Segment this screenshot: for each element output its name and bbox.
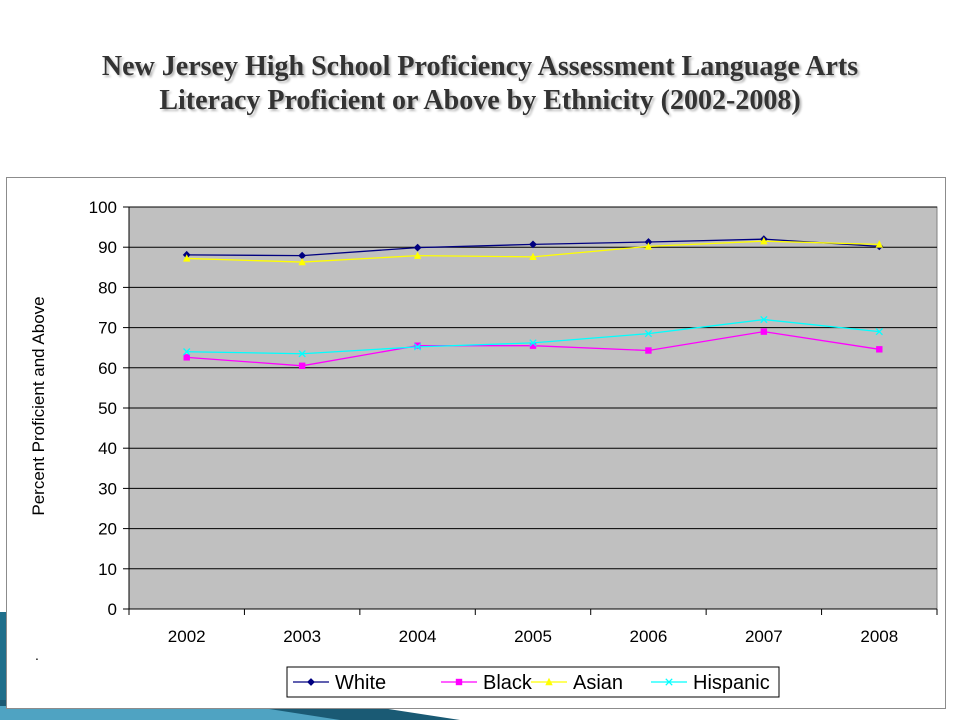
x-tick-label: 2003 [283, 627, 321, 646]
data-point-black [876, 346, 883, 353]
data-point-hispanic [760, 315, 768, 324]
gridlines [123, 206, 937, 610]
marker-stroke [875, 327, 883, 336]
y-tick-label: 50 [98, 399, 117, 418]
y-tick-label: 40 [98, 439, 117, 458]
slide-title: New Jersey High School Proficiency Asses… [40, 50, 920, 118]
y-tick-label: 10 [98, 560, 117, 579]
data-point-black [298, 362, 306, 369]
series-hispanic [183, 315, 883, 358]
data-point-hispanic [875, 327, 883, 336]
y-tick-label: 100 [89, 198, 117, 217]
legend-marker-white [307, 678, 315, 686]
x-tick-label: 2007 [745, 627, 783, 646]
x-tick-labels: 2002 2003 2004 2005 2006 2007 2008 [168, 627, 898, 646]
legend-label: Asian [573, 672, 623, 694]
series-asian [183, 236, 883, 266]
x-tick-label: 2005 [514, 627, 552, 646]
data-point-hispanic [298, 350, 306, 358]
marker-stroke [298, 350, 306, 358]
data-point-black [760, 328, 768, 335]
data-point-black [645, 347, 652, 354]
legend-marker-black [455, 678, 463, 686]
decoration-bar-accent [0, 706, 340, 720]
legend-label: White [335, 672, 386, 694]
y-tick-label: 90 [98, 238, 117, 257]
legend-marker-asian [545, 677, 553, 686]
chart-frame: 0 10 20 30 40 50 60 70 80 90 100 2002 2003 2004 2005 2… [6, 177, 946, 709]
y-tick-label: 0 [108, 600, 117, 619]
data-point-asian [413, 251, 422, 259]
legend-item-asian: Asian [531, 672, 623, 694]
slide-title-line1: New Jersey High School Proficiency Asses… [101, 51, 859, 82]
legend-item-hispanic: Hispanic [651, 672, 770, 694]
data-point-black [183, 354, 190, 361]
data-point-black [414, 342, 421, 349]
marker-stroke [183, 348, 191, 356]
x-tick-label: 2008 [860, 627, 898, 646]
data-point-asian [183, 254, 191, 262]
x-tick-label: 2002 [168, 627, 206, 646]
y-tick-label: 30 [98, 479, 117, 498]
marker-stroke [760, 315, 768, 324]
marker-stroke [644, 329, 653, 338]
legend: White Black Asian Hispanic [286, 666, 780, 698]
data-point-asian [875, 240, 883, 248]
y-tick-label: 60 [98, 359, 117, 378]
footnote: . [35, 647, 39, 663]
y-tick-label: 20 [98, 520, 117, 539]
slide-title-line2: Literacy Proficient or Above by Ethnicit… [159, 85, 801, 116]
data-point-white [413, 243, 422, 252]
y-axis-label: Percent Proficient and Above [29, 296, 48, 515]
marker-stroke [665, 678, 673, 686]
y-tick-labels: 0 10 20 30 40 50 60 70 80 90 100 [89, 198, 117, 619]
x-tick-label: 2004 [399, 627, 437, 646]
data-point-asian [298, 257, 306, 266]
data-point-asian [760, 236, 768, 245]
legend-item-black: Black [441, 672, 533, 694]
y-tick-label: 70 [98, 319, 117, 338]
marker-stroke [413, 343, 422, 351]
x-tick-label: 2006 [630, 627, 668, 646]
marker-stroke [529, 339, 537, 347]
data-point-black [529, 342, 537, 349]
data-point-hispanic [413, 343, 422, 351]
data-point-asian [644, 242, 653, 250]
data-point-white [529, 240, 537, 249]
legend-item-white: White [293, 672, 386, 694]
data-point-hispanic [183, 348, 191, 356]
series-group [182, 235, 884, 369]
y-tick-label: 80 [98, 278, 117, 297]
data-point-hispanic [644, 329, 653, 338]
axes [128, 207, 938, 615]
series-black [183, 328, 883, 369]
data-point-asian [529, 252, 537, 261]
legend-label: Hispanic [693, 672, 770, 694]
legend-marker-hispanic [665, 678, 673, 686]
data-point-hispanic [529, 339, 537, 347]
legend-label: Black [483, 672, 533, 694]
